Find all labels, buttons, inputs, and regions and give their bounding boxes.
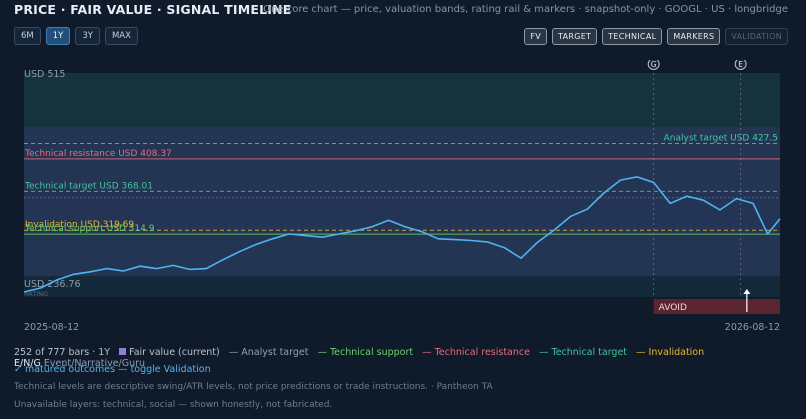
level-label-invalidation: Invalidation USD 319.69 — [25, 220, 134, 230]
validation-toggle-link[interactable]: ✓ matured outcomes — toggle Validation — [14, 364, 211, 375]
range-selector: 6M 1Y 3Y MAX — [14, 27, 138, 45]
rating-label: AVOID — [659, 303, 687, 313]
range-6m-button[interactable]: 6M — [14, 27, 41, 45]
legend-invalidation: — Invalidation — [636, 347, 705, 358]
legend-analyst: — Analyst target — [228, 347, 309, 358]
range-max-button[interactable]: MAX — [104, 27, 138, 45]
legend-fair-value: Fair value (current) — [119, 347, 220, 358]
layer-fv-toggle[interactable]: FV — [524, 28, 547, 45]
y-axis-min-label: USD 236.76 — [24, 279, 81, 290]
price-series-line — [23, 176, 781, 293]
level-label-analyst: Analyst target USD 427.5 — [664, 133, 778, 143]
legend-bar-count: 252 of 777 bars · 1Y — [14, 347, 111, 358]
marker-E-icon — [734, 60, 747, 70]
legend-eng-text: Event/Narrative/Guru — [43, 358, 146, 369]
level-label-resistance: Technical resistance USD 408.37 — [24, 149, 172, 159]
legend-target: — Technical target — [538, 347, 628, 358]
rating-rail-label: RATING — [24, 290, 48, 298]
x-axis-end-label: 2026-08-12 — [725, 322, 780, 333]
upper-zone-band — [24, 73, 780, 127]
y-axis-max-label: USD 515 — [24, 69, 65, 80]
page-title: PRICE · FAIR VALUE · SIGNAL TIMELINE — [14, 2, 292, 17]
layer-markers-toggle[interactable]: MARKERS — [667, 28, 721, 45]
legend-support: — Technical support — [317, 347, 414, 358]
layer-technical-toggle[interactable]: TECHNICAL — [602, 28, 663, 45]
fair-value-swatch-icon — [119, 348, 127, 355]
legend-eng-key: E/N/G — [14, 358, 41, 369]
layer-toggles: FV TARGET TECHNICAL MARKERS VALIDATION — [524, 28, 788, 45]
unavailable-layers-note: Unavailable layers: technical, social — … — [14, 400, 333, 410]
level-label-target: Technical target USD 368.01 — [24, 181, 153, 191]
range-3y-button[interactable]: 3Y — [75, 27, 100, 45]
legend-eng: E/N/G Event/Narrative/Guru — [14, 358, 145, 369]
marker-label-E: E — [738, 60, 743, 69]
technical-disclaimer: Technical levels are descriptive swing/A… — [14, 382, 493, 392]
x-axis-start-label: 2025-08-12 — [24, 322, 79, 333]
marker-label-G: G — [651, 60, 657, 69]
layer-target-toggle[interactable]: TARGET — [552, 28, 598, 45]
page-subtitle: One core chart — price, valuation bands,… — [263, 4, 788, 15]
chart-legend: 252 of 777 bars · 1Y Fair value (current… — [14, 347, 804, 369]
rating-rail-avoid — [653, 299, 780, 314]
layer-validation-toggle[interactable]: VALIDATION — [725, 28, 788, 45]
range-1y-button[interactable]: 1Y — [45, 27, 71, 45]
legend-fair-value-label: Fair value (current) — [129, 347, 220, 358]
legend-resistance: — Technical resistance — [422, 347, 530, 358]
marker-G-icon — [647, 60, 660, 70]
current-date-arrowhead-icon — [743, 289, 751, 294]
level-label-support: Technical support USD 314.9 — [24, 224, 155, 234]
